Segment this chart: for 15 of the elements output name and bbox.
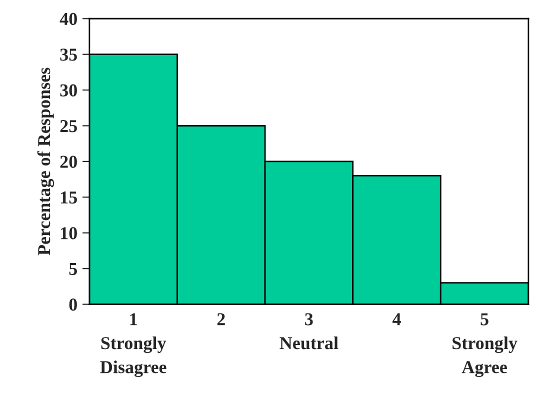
y-tick-label: 10 bbox=[61, 227, 77, 240]
y-tick-label: 40 bbox=[60, 12, 77, 26]
y-tick-label: 35 bbox=[60, 48, 77, 61]
x-tick-label: 2 bbox=[217, 313, 225, 326]
x-tick-label: 1 Strongly Disagree bbox=[100, 313, 166, 378]
x-tick-label: 5 Strongly Agree bbox=[452, 313, 518, 378]
y-tick-label: 15 bbox=[61, 192, 77, 204]
y-tick-label: 30 bbox=[60, 84, 77, 96]
x-tick-label: 4 bbox=[392, 313, 401, 326]
y-tick-label: 5 bbox=[69, 263, 77, 276]
y-tick-label: 25 bbox=[60, 120, 77, 132]
y-tick-label: 0 bbox=[69, 298, 77, 311]
y-axis-title: Percentage of Responses bbox=[37, 68, 54, 256]
x-tick-label: 3 Neutral bbox=[280, 313, 338, 350]
y-tick-label: 20 bbox=[60, 156, 77, 168]
